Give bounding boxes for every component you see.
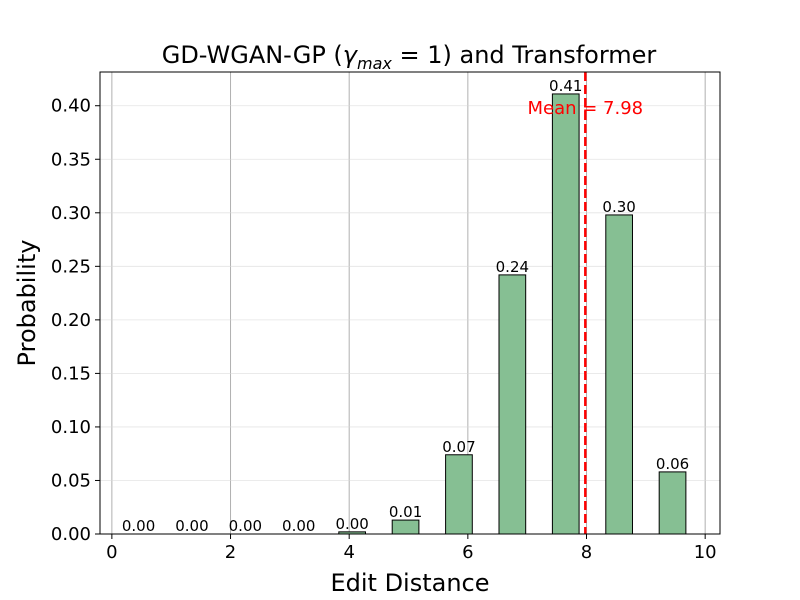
y-tick-label: 0.20 (51, 310, 91, 331)
bar (445, 454, 473, 535)
x-axis-label: Edit Distance (330, 569, 489, 597)
chart-title-symbol: γ (343, 41, 359, 69)
y-tick-label: 0.40 (51, 96, 91, 117)
mean-line-group: Mean = 7.98 (527, 72, 643, 534)
chart-title: GD-WGAN-GP (γmax = 1) and Transformer (162, 41, 657, 73)
plot-frame (99, 71, 721, 535)
data-label: 0.06 (656, 455, 689, 473)
chart-title-suffix: = 1) and Transformer (392, 41, 657, 69)
x-tick-label: 2 (225, 542, 236, 563)
data-label: 0.00 (229, 517, 262, 535)
x-axis-ticks: 0 2 4 6 8 10 (106, 534, 717, 563)
y-tick-label: 0.30 (51, 203, 91, 224)
y-tick-label: 0.35 (51, 149, 91, 170)
y-axis-ticks: 0.00 0.05 0.10 0.15 0.20 0.25 0.30 0.35 0.40 (51, 96, 100, 545)
x-tick-label: 10 (694, 542, 717, 563)
chart-title-subscript: max (357, 54, 392, 73)
x-tick-label: 8 (581, 542, 592, 563)
bars (338, 93, 687, 535)
y-tick-label: 0.00 (51, 524, 91, 545)
bar (605, 214, 633, 535)
data-label: 0.00 (282, 517, 315, 535)
bar (551, 93, 580, 535)
data-labels: 0.00 0.00 0.00 0.00 0.00 0.01 0.07 0.24 0.41 0.30… (122, 77, 689, 535)
x-tick-label: 6 (462, 542, 473, 563)
bar (658, 471, 687, 535)
bar (391, 519, 420, 535)
data-label: 0.00 (335, 515, 368, 533)
data-label: 0.24 (496, 258, 529, 276)
x-tick-label: 4 (343, 542, 354, 563)
x-tick-label: 0 (106, 542, 117, 563)
y-tick-label: 0.25 (51, 256, 91, 277)
data-label: 0.00 (122, 517, 155, 535)
data-label: 0.01 (389, 503, 422, 521)
y-axis-label: Probability (13, 240, 41, 367)
data-label: 0.41 (549, 77, 582, 95)
chart-title-prefix: GD-WGAN-GP ( (162, 41, 343, 69)
bar (498, 274, 527, 535)
data-label: 0.00 (175, 517, 208, 535)
y-tick-label: 0.15 (51, 363, 91, 384)
mean-label: Mean = 7.98 (527, 98, 643, 119)
data-label: 0.30 (602, 198, 635, 216)
y-tick-label: 0.05 (51, 470, 91, 491)
data-label: 0.07 (442, 438, 475, 456)
y-tick-label: 0.10 (51, 417, 91, 438)
